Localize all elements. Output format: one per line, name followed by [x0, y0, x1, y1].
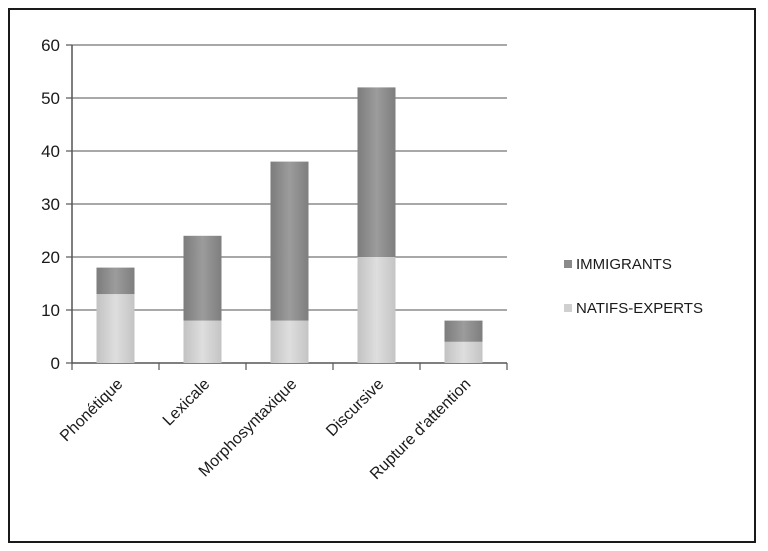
x-category-label: Discursive [323, 376, 387, 440]
legend-label-immigrants: IMMIGRANTS [576, 256, 672, 273]
bar-natifs-experts-3 [270, 320, 309, 363]
bar-natifs-experts-5 [444, 341, 483, 363]
chart-frame: 0 10 20 30 40 50 60 Phonétique Lexicale Morphosyn… [8, 8, 756, 543]
bar-natifs-experts-2 [183, 320, 222, 363]
bar-natifs-experts-4 [357, 257, 396, 363]
y-tick-label: 50 [41, 89, 60, 108]
bar-immigrants-1 [96, 267, 135, 295]
x-category-label: Lexicale [160, 376, 214, 430]
y-tick-label: 40 [41, 142, 60, 161]
legend: IMMIGRANTS NATIFS-EXPERTS [564, 256, 703, 317]
y-tick-label: 60 [41, 36, 60, 55]
legend-label-natifs-experts: NATIFS-EXPERTS [576, 300, 703, 317]
legend-swatch-immigrants [564, 260, 572, 268]
legend-swatch-natifs-experts [564, 304, 572, 312]
y-tick-label: 0 [51, 354, 60, 373]
bar-immigrants-5 [444, 320, 483, 342]
y-tick-label: 20 [41, 248, 60, 267]
bar-immigrants-4 [357, 87, 396, 258]
bars [96, 87, 483, 363]
bar-immigrants-3 [270, 161, 309, 321]
y-tick-label: 30 [41, 195, 60, 214]
axis-labels: 0 10 20 30 40 50 60 Phonétique LexicaleMorphosyn… [41, 36, 474, 483]
y-tick-label: 10 [41, 301, 60, 320]
bar-immigrants-2 [183, 235, 222, 321]
bar-natifs-experts-1 [96, 294, 135, 363]
x-category-label: Morphosyntaxique [196, 376, 301, 481]
x-category-label: Phonétique [57, 376, 126, 445]
stacked-bar-chart: 0 10 20 30 40 50 60 Phonétique LexicaleMorphosyn… [41, 36, 703, 483]
